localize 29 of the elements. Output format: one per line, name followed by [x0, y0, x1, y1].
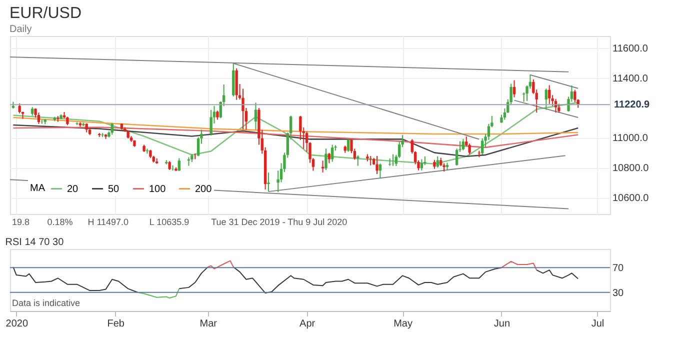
- x-tick-label: Mar: [200, 318, 218, 330]
- text: 0.18%: [47, 217, 73, 227]
- ref-line-label: 11220.9: [614, 100, 650, 111]
- y-tick-label: 11400.0: [612, 73, 648, 84]
- legend-label: 100: [149, 184, 166, 195]
- text: 19.8: [12, 217, 30, 227]
- x-tick-label: Jun: [494, 318, 510, 330]
- chart-title: EUR/USD: [10, 5, 82, 22]
- x-tick-label: Apr: [300, 318, 316, 330]
- chart-title: RSI 14 70 30: [5, 237, 64, 248]
- legend-title: MA: [30, 183, 46, 194]
- text: L 10635.9: [149, 217, 190, 227]
- y-tick-label: 30: [612, 288, 624, 299]
- legend-label: 20: [67, 184, 79, 195]
- y-tick-label: 70: [612, 263, 624, 274]
- text: Tue 31 Dec 2019 - Thu 9 Jul 2020: [211, 217, 348, 227]
- x-tick-label: Feb: [107, 318, 125, 330]
- text: H 11497.0: [88, 217, 129, 227]
- annotation: Data is indicative: [12, 298, 80, 308]
- chart-subtitle: Daily: [10, 24, 32, 35]
- y-tick-label: 10800.0: [612, 163, 650, 174]
- y-tick-label: 10600.0: [612, 193, 650, 204]
- x-tick-label: Jul: [591, 318, 604, 330]
- x-tick-label: 2020: [6, 318, 28, 330]
- y-tick-label: 11600.0: [612, 43, 648, 54]
- legend-label: 200: [195, 184, 212, 195]
- x-tick-label: May: [394, 318, 413, 330]
- y-tick-label: 11000.0: [612, 133, 648, 144]
- legend-label: 50: [108, 184, 120, 195]
